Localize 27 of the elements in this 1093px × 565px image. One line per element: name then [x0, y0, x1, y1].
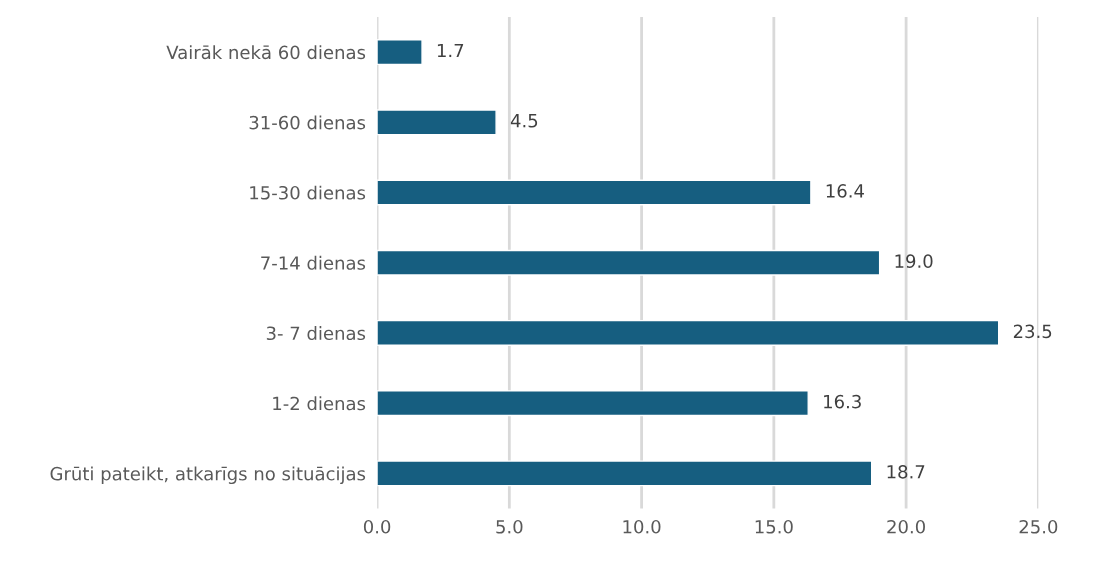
bar: [377, 249, 881, 276]
y-tick-label: Vairāk nekā 60 dienas: [166, 45, 366, 60]
bar: [377, 319, 1000, 346]
data-label: 16.4: [826, 184, 864, 198]
bar: [377, 460, 873, 487]
x-tick-label: 15.0: [755, 519, 793, 534]
y-tick-label: 31-60 dienas: [249, 115, 366, 130]
bar: [377, 390, 809, 417]
data-label: 23.5: [1013, 324, 1052, 339]
x-tick-label: 0.0: [363, 519, 391, 534]
y-tick-label: 1-2 dienas: [273, 396, 366, 411]
y-tick-label: Grūti pateikt, atkarīgs no situācijas: [50, 466, 366, 484]
x-tick-label: 5.0: [496, 519, 523, 534]
data-label: 1.7: [437, 43, 464, 58]
data-label: 16.3: [824, 394, 861, 409]
data-label: 18.7: [887, 464, 925, 479]
x-tick-label: 25.0: [1019, 519, 1058, 534]
bar: [377, 179, 812, 206]
x-tick-label: 10.0: [623, 519, 661, 534]
bar: [377, 39, 423, 66]
bar: [377, 109, 497, 136]
x-tick-label: 20.0: [887, 519, 925, 534]
y-tick-label: 3- 7 dienas: [266, 326, 366, 341]
data-label: 19.0: [895, 254, 933, 268]
y-tick-label: 15-30 dienas: [250, 185, 366, 200]
data-label: 4.5: [510, 114, 538, 128]
y-tick-label: 7-14 dienas: [261, 255, 366, 270]
